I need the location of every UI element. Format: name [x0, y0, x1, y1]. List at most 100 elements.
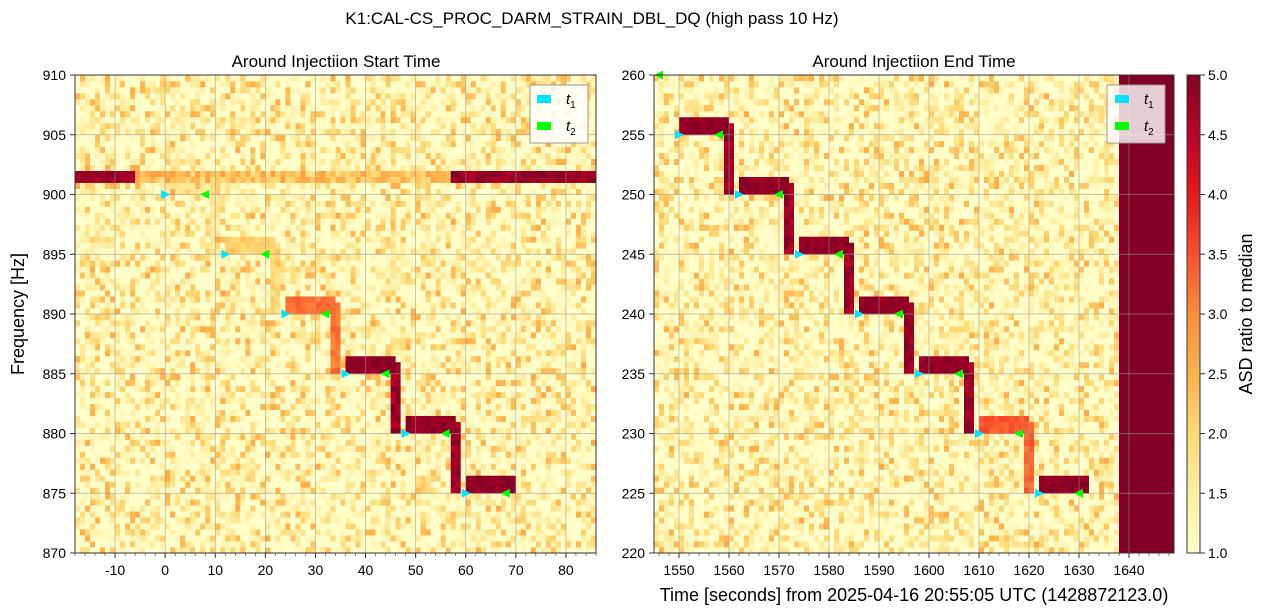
heatmap-cell [235, 116, 241, 124]
heatmap-cell [265, 457, 271, 464]
heatmap-cell [345, 176, 351, 183]
heatmap-cell [165, 535, 171, 542]
heatmap-cell [290, 523, 296, 530]
heatmap-cell [135, 487, 141, 494]
heatmap-cell [175, 391, 181, 399]
heatmap-cell [330, 319, 336, 327]
heatmap-cell [375, 409, 381, 416]
heatmap-cell [195, 134, 201, 142]
heatmap-cell [80, 367, 86, 375]
heatmap-cell [250, 236, 256, 243]
heatmap-cell [170, 194, 176, 201]
heatmap-cell [310, 385, 316, 393]
heatmap-cell [240, 361, 246, 369]
heatmap-cell [255, 397, 261, 405]
heatmap-cell [230, 212, 236, 219]
heatmap-cell [245, 266, 251, 273]
heatmap-cell [320, 331, 326, 339]
heatmap-cell [260, 278, 266, 285]
heatmap-cell [340, 110, 346, 118]
heatmap-cell [165, 427, 171, 434]
heatmap-cell [260, 104, 266, 112]
heatmap-cell [350, 487, 356, 494]
heatmap-cell [370, 134, 376, 142]
heatmap-cell [260, 391, 266, 399]
heatmap-cell [265, 104, 271, 112]
heatmap-cell [260, 409, 266, 416]
heatmap-cell [110, 331, 116, 339]
heatmap-cell [320, 230, 326, 237]
heatmap-cell [195, 170, 201, 177]
heatmap-cell [325, 373, 331, 381]
heatmap-cell [375, 188, 381, 195]
heatmap-cell [115, 164, 121, 172]
heatmap-cell [195, 104, 201, 112]
heatmap-cell [345, 493, 351, 500]
heatmap-cell [345, 248, 351, 255]
heatmap-cell [135, 541, 141, 548]
heatmap-cell [215, 325, 221, 333]
heatmap-cell [335, 254, 341, 261]
heatmap-cell [205, 272, 211, 279]
heatmap-cell [75, 451, 81, 458]
heatmap-cell [170, 314, 176, 321]
heatmap-cell [75, 152, 81, 160]
heatmap-cell [195, 403, 201, 411]
heatmap-cell [345, 140, 351, 148]
heatmap-cell [285, 523, 291, 530]
heatmap-cell [130, 397, 136, 405]
heatmap-cell [295, 385, 301, 393]
heatmap-cell [95, 367, 101, 375]
heatmap-cell [345, 284, 351, 291]
heatmap-cell [145, 110, 151, 118]
heatmap-cell [230, 535, 236, 542]
heatmap-cell [305, 523, 311, 530]
heatmap-cell [200, 164, 206, 172]
heatmap-cell [90, 290, 96, 297]
heatmap-cell [375, 319, 381, 327]
heatmap-cell [130, 373, 136, 381]
heatmap-cell [260, 134, 266, 142]
heatmap-cell [290, 272, 296, 279]
heatmap-cell [115, 511, 121, 518]
heatmap-cell [240, 325, 246, 333]
heatmap-cell [325, 164, 331, 172]
heatmap-cell [115, 146, 121, 154]
heatmap-cell [290, 98, 296, 106]
heatmap-cell [135, 523, 141, 530]
heatmap-cell [225, 367, 231, 375]
heatmap-cell [165, 260, 171, 267]
heatmap-cell [300, 314, 306, 321]
heatmap-cell [310, 218, 316, 225]
heatmap-cell [90, 134, 96, 142]
heatmap-cell [215, 266, 221, 273]
heatmap-cell [335, 367, 341, 375]
heatmap-cell [240, 541, 246, 548]
heatmap-cell [305, 170, 311, 177]
heatmap-cell [370, 481, 376, 488]
heatmap-cell [280, 469, 286, 476]
heatmap-cell [180, 266, 186, 273]
heatmap-cell [295, 236, 301, 243]
heatmap-cell [90, 230, 96, 237]
heatmap-cell [270, 547, 276, 554]
heatmap-cell [110, 385, 116, 393]
heatmap-cell [265, 272, 271, 279]
heatmap-cell [195, 236, 201, 243]
heatmap-cell [200, 170, 206, 177]
heatmap-cell [175, 475, 181, 482]
heatmap-cell [190, 194, 196, 201]
heatmap-cell [325, 158, 331, 166]
heatmap-cell [340, 535, 346, 542]
heatmap-cell [260, 535, 266, 542]
heatmap-cell [190, 547, 196, 554]
heatmap-cell [375, 236, 381, 243]
heatmap-cell [375, 272, 381, 279]
heatmap-cell [285, 427, 291, 434]
heatmap-cell [240, 421, 246, 428]
heatmap-cell [210, 200, 216, 207]
heatmap-cell [225, 535, 231, 542]
heatmap-cell [340, 349, 346, 357]
heatmap-cell [260, 325, 266, 333]
heatmap-cell [160, 379, 166, 387]
